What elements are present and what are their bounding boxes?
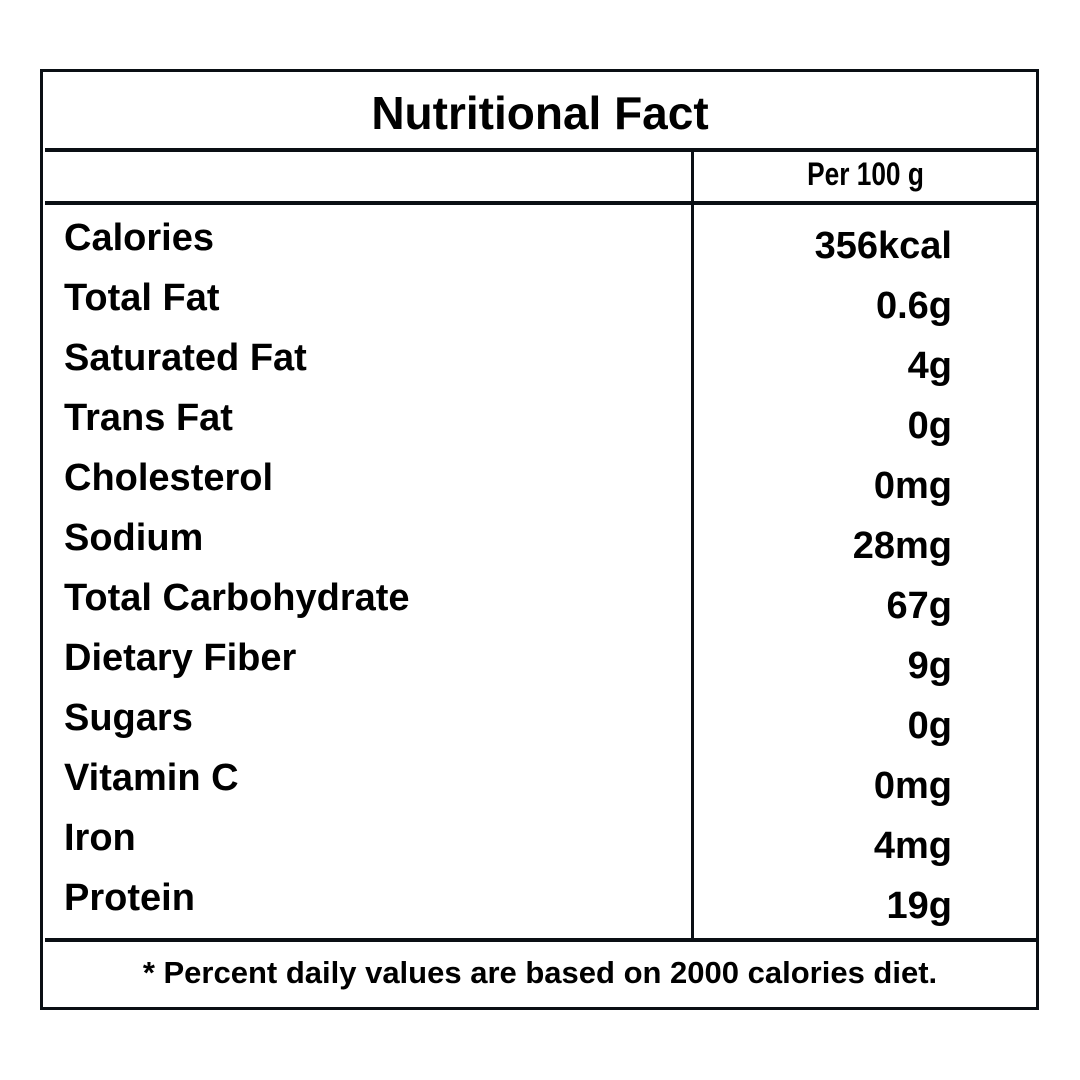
nutrient-label: Total Fat — [64, 277, 220, 319]
nutrient-label: Iron — [64, 817, 136, 859]
nutrient-label: Vitamin C — [64, 757, 239, 799]
divider — [45, 938, 1036, 942]
nutrient-value: 0.6g — [875, 285, 952, 327]
nutrient-label: Calories — [64, 217, 214, 259]
table-title: Nutritional Fact — [371, 87, 709, 139]
nutrient-label: Saturated Fat — [64, 337, 307, 379]
nutrient-label: Sodium — [64, 517, 204, 559]
nutrition-table-border — [40, 69, 1039, 1010]
nutrient-value: 0g — [907, 705, 952, 747]
divider — [45, 201, 1036, 205]
nutrient-value: 0mg — [873, 465, 952, 507]
nutrient-label: Cholesterol — [64, 457, 274, 499]
nutrient-label: Trans Fat — [64, 397, 233, 439]
nutrient-value: 4g — [907, 345, 952, 387]
nutrient-label: Sugars — [64, 697, 193, 739]
nutrient-value: 67g — [886, 585, 952, 627]
nutrient-value: 0g — [907, 405, 952, 447]
column-divider — [691, 150, 694, 940]
nutrient-value: 9g — [907, 645, 952, 687]
nutrient-label: Protein — [64, 877, 195, 919]
nutrient-label: Total Carbohydrate — [64, 577, 410, 619]
footnote: * Percent daily values are based on 2000… — [142, 955, 938, 990]
nutrient-value: 356kcal — [814, 225, 952, 267]
nutrient-value: 4mg — [873, 825, 952, 867]
nutrient-value: 0mg — [873, 765, 952, 807]
nutrient-value: 19g — [886, 885, 952, 927]
nutrient-label: Dietary Fiber — [64, 637, 297, 679]
nutrient-value: 28mg — [852, 525, 952, 567]
column-header: Per 100 g — [807, 156, 924, 192]
divider — [45, 148, 1036, 152]
